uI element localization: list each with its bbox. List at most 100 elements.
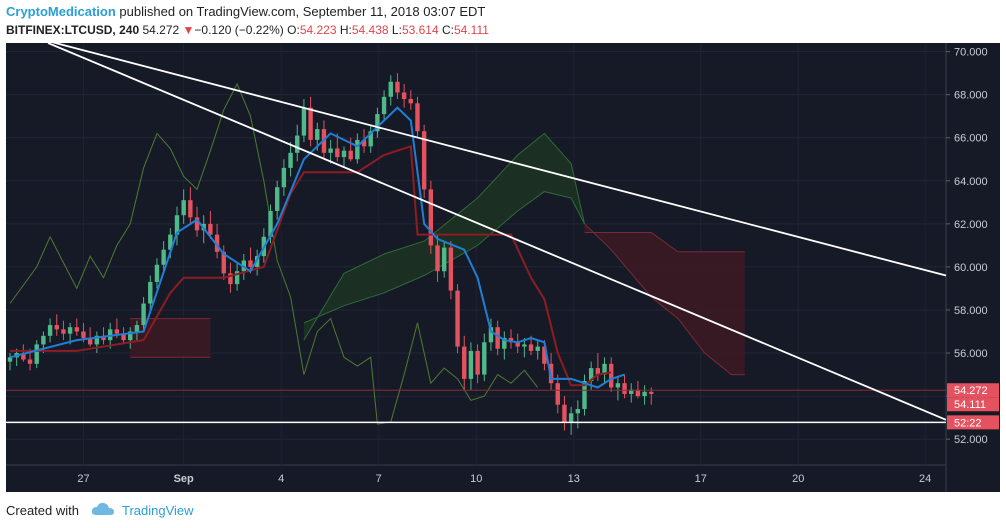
candle-body bbox=[234, 271, 240, 285]
price-change: −0.120 (−0.22%) bbox=[194, 23, 284, 37]
price-label-text: 52:22 bbox=[954, 417, 982, 429]
candle-body bbox=[615, 383, 621, 388]
chart-container[interactable]: 52.00054.00056.00058.00060.00062.00064.0… bbox=[5, 29, 1000, 492]
candle-body bbox=[94, 335, 100, 345]
trendlines[interactable] bbox=[5, 29, 947, 421]
base-line bbox=[9, 106, 625, 389]
x-tick-label: 27 bbox=[77, 473, 89, 485]
candle-body bbox=[228, 273, 233, 285]
cloud-edge bbox=[584, 232, 745, 253]
candle-body bbox=[442, 247, 447, 272]
publish-line: CryptoMedication published on TradingVie… bbox=[6, 3, 996, 21]
tradingview-link[interactable]: TradingView bbox=[122, 503, 194, 518]
candle-body bbox=[375, 114, 380, 132]
open-label: O: bbox=[287, 23, 300, 37]
candle-body bbox=[101, 335, 106, 341]
candle-body bbox=[468, 350, 474, 379]
candle-body bbox=[275, 187, 280, 211]
x-tick-label: 7 bbox=[376, 473, 382, 485]
low-label: L: bbox=[391, 23, 402, 37]
candle-body bbox=[428, 189, 434, 246]
candle-body bbox=[214, 234, 220, 252]
candle-body bbox=[575, 409, 580, 414]
price-label-box bbox=[947, 383, 999, 398]
y-tick-label: 68.000 bbox=[954, 90, 988, 102]
candle-body bbox=[328, 148, 333, 153]
candle-body bbox=[568, 413, 574, 422]
footer: Created with TradingView bbox=[6, 500, 194, 522]
candle-body bbox=[87, 337, 93, 345]
candle-body bbox=[61, 329, 66, 334]
candle-body bbox=[27, 359, 33, 364]
candle-body bbox=[555, 383, 560, 405]
author-link[interactable]: CryptoMedication bbox=[6, 4, 116, 19]
candle-body bbox=[295, 135, 300, 153]
candle-body bbox=[47, 325, 53, 336]
y-tick-label: 66.000 bbox=[954, 133, 988, 145]
candle-body bbox=[562, 404, 567, 422]
trendline[interactable] bbox=[47, 42, 947, 421]
candle-body bbox=[41, 335, 46, 345]
cloud-edge bbox=[584, 223, 745, 376]
candle-body bbox=[495, 327, 500, 349]
candle-body bbox=[154, 264, 160, 282]
trendline[interactable] bbox=[5, 29, 947, 277]
candle-body bbox=[582, 381, 587, 410]
cloud-area bbox=[584, 223, 745, 375]
candle-body bbox=[21, 353, 26, 360]
high-label: H: bbox=[339, 23, 352, 37]
chart-header: CryptoMedication published on TradingVie… bbox=[6, 3, 996, 39]
price-label-text: 54.272 bbox=[954, 385, 988, 397]
y-tick-label: 52.000 bbox=[954, 434, 988, 446]
down-arrow-icon: ▼ bbox=[182, 23, 195, 37]
candle-body bbox=[148, 281, 153, 304]
lagging-span bbox=[9, 82, 539, 425]
candle-body bbox=[74, 327, 79, 332]
candle-body bbox=[34, 344, 39, 364]
y-tick-label: 62.000 bbox=[954, 219, 988, 231]
x-tick-label: 17 bbox=[695, 473, 707, 485]
high-value: 54.438 bbox=[351, 23, 389, 37]
price-chart[interactable]: 52.00054.00056.00058.00060.00062.00064.0… bbox=[5, 29, 1000, 492]
x-tick-label: 10 bbox=[470, 473, 482, 485]
candle-body bbox=[248, 260, 253, 267]
candle-body bbox=[221, 251, 226, 274]
candle-body bbox=[254, 256, 260, 267]
candle-body bbox=[502, 337, 507, 349]
published-text: published on TradingView.com, September … bbox=[119, 4, 486, 19]
close-label: C: bbox=[441, 23, 454, 37]
candle-body bbox=[301, 107, 307, 136]
candle-body bbox=[368, 131, 373, 147]
levels bbox=[6, 389, 946, 424]
candle-body bbox=[108, 329, 113, 341]
candle-body bbox=[435, 245, 440, 272]
lagging-span-line bbox=[9, 82, 539, 425]
candle-body bbox=[335, 148, 340, 158]
candle-body bbox=[54, 325, 59, 330]
candle-body bbox=[81, 331, 86, 338]
candle-body bbox=[361, 139, 367, 147]
candle-body bbox=[381, 96, 387, 115]
y-tick-label: 58.000 bbox=[954, 305, 988, 317]
y-tick-label: 70.000 bbox=[954, 47, 988, 59]
indicator-lines bbox=[9, 106, 625, 389]
candle-body bbox=[308, 107, 313, 140]
candle-body bbox=[174, 215, 180, 235]
y-tick-label: 64.000 bbox=[954, 176, 988, 188]
candle-body bbox=[161, 249, 166, 265]
x-tick-label: 20 bbox=[792, 473, 804, 485]
price-axis[interactable]: 52.00054.00056.00058.00060.00062.00064.0… bbox=[946, 47, 999, 447]
candle-body bbox=[188, 200, 193, 218]
price-label-text: 54.111 bbox=[954, 399, 986, 411]
candle-body bbox=[208, 223, 213, 235]
time-axis-background bbox=[6, 465, 946, 492]
candle-body bbox=[268, 210, 273, 237]
open-value: 54.223 bbox=[299, 23, 337, 37]
candle-body bbox=[635, 389, 641, 397]
x-tick-label: 4 bbox=[278, 473, 284, 485]
close-value: 54.111 bbox=[453, 23, 489, 37]
candle-body bbox=[462, 346, 467, 379]
time-axis[interactable]: 27 Sep 4 7 10 13 17 20 24 bbox=[77, 473, 931, 485]
candle-body bbox=[388, 81, 393, 97]
candle-body bbox=[194, 217, 200, 231]
